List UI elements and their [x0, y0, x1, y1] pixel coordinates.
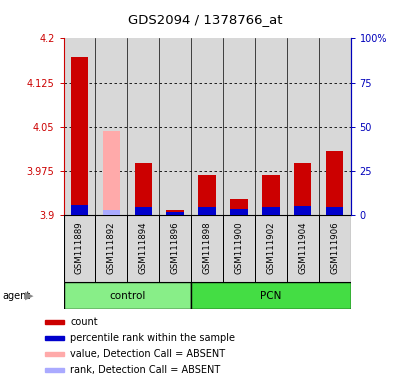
- Text: control: control: [109, 291, 145, 301]
- Text: GSM111902: GSM111902: [266, 221, 275, 274]
- Text: GSM111896: GSM111896: [170, 221, 179, 274]
- Text: ▶: ▶: [25, 291, 34, 301]
- Bar: [95, 215, 127, 282]
- Bar: [70, 57, 88, 215]
- Bar: [45, 352, 64, 356]
- Bar: [261, 175, 279, 215]
- Bar: [95, 38, 127, 215]
- Text: GSM111889: GSM111889: [75, 221, 84, 274]
- Bar: [325, 207, 343, 215]
- Bar: [293, 206, 311, 215]
- Bar: [286, 38, 318, 215]
- Text: percentile rank within the sample: percentile rank within the sample: [70, 333, 235, 343]
- Bar: [254, 215, 286, 282]
- Bar: [166, 212, 184, 215]
- Bar: [191, 38, 222, 215]
- Bar: [166, 210, 184, 215]
- Text: GSM111906: GSM111906: [329, 221, 338, 274]
- Text: PCN: PCN: [259, 291, 281, 301]
- Text: GSM111892: GSM111892: [107, 221, 116, 274]
- Bar: [325, 151, 343, 215]
- Text: value, Detection Call = ABSENT: value, Detection Call = ABSENT: [70, 349, 225, 359]
- Bar: [127, 215, 159, 282]
- Bar: [159, 215, 191, 282]
- Text: agent: agent: [2, 291, 30, 301]
- Bar: [286, 215, 318, 282]
- Bar: [45, 320, 64, 324]
- Bar: [222, 38, 254, 215]
- Bar: [229, 199, 247, 215]
- Text: GSM111894: GSM111894: [138, 221, 147, 274]
- Bar: [159, 38, 191, 215]
- Bar: [198, 175, 215, 215]
- Bar: [45, 336, 64, 340]
- Bar: [70, 205, 88, 215]
- Bar: [127, 38, 159, 215]
- Text: rank, Detection Call = ABSENT: rank, Detection Call = ABSENT: [70, 365, 220, 375]
- Text: GSM111900: GSM111900: [234, 221, 243, 274]
- Bar: [198, 207, 215, 215]
- Text: GSM111898: GSM111898: [202, 221, 211, 274]
- Bar: [191, 282, 350, 309]
- Bar: [293, 163, 311, 215]
- Bar: [63, 38, 95, 215]
- Bar: [222, 215, 254, 282]
- Bar: [134, 207, 152, 215]
- Bar: [254, 38, 286, 215]
- Bar: [63, 215, 95, 282]
- Bar: [102, 131, 120, 215]
- Bar: [318, 38, 350, 215]
- Bar: [191, 215, 222, 282]
- Text: count: count: [70, 317, 98, 327]
- Bar: [102, 210, 120, 215]
- Bar: [63, 282, 191, 309]
- Text: GDS2094 / 1378766_at: GDS2094 / 1378766_at: [128, 13, 281, 26]
- Bar: [45, 368, 64, 372]
- Bar: [229, 209, 247, 215]
- Text: GSM111904: GSM111904: [297, 221, 306, 274]
- Bar: [261, 207, 279, 215]
- Bar: [318, 215, 350, 282]
- Bar: [134, 163, 152, 215]
